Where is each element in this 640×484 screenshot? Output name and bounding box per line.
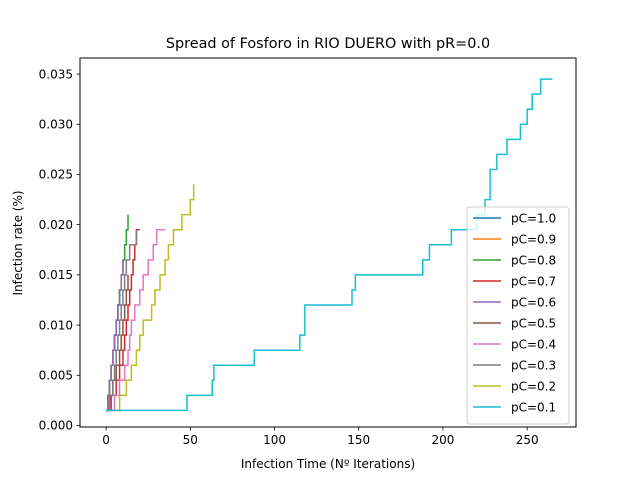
y-tick-label: 0.020 xyxy=(39,218,73,232)
legend-label: pC=0.3 xyxy=(511,358,556,372)
legend: pC=1.0 pC=0.9 pC=0.8 pC=0.7 pC=0.6 pC=0.5 pC=0… xyxy=(466,206,570,425)
series-line-6 xyxy=(106,228,166,412)
y-tick-label: 0.030 xyxy=(39,117,73,131)
x-axis-label: Infection Time (Nº Iterations) xyxy=(241,457,415,471)
legend-label: pC=0.5 xyxy=(511,316,556,330)
legend-label: pC=1.0 xyxy=(511,211,556,225)
legend-box xyxy=(466,206,570,425)
legend-label: pC=0.8 xyxy=(511,253,556,267)
series-line-7 xyxy=(106,229,138,412)
y-tick-label: 0.025 xyxy=(39,168,73,182)
x-tick-label: 100 xyxy=(263,433,286,447)
y-tick-label: 0.035 xyxy=(39,67,73,81)
legend-label: pC=0.7 xyxy=(511,274,556,288)
series-line-9 xyxy=(106,78,553,412)
y-axis-label: Infection rate (%) xyxy=(11,190,25,295)
x-axis: 0 50 100 150 200 250 xyxy=(102,427,539,447)
plot-frame xyxy=(79,57,577,428)
series-layer xyxy=(106,78,553,412)
legend-label: pC=0.6 xyxy=(511,295,556,309)
x-tick-label: 50 xyxy=(183,433,198,447)
x-tick-label: 0 xyxy=(102,433,110,447)
y-tick-label: 0.015 xyxy=(39,268,73,282)
x-tick-label: 150 xyxy=(347,433,370,447)
legend-label: pC=0.1 xyxy=(511,400,556,414)
legend-label: pC=0.9 xyxy=(511,232,556,246)
y-tick-label: 0.005 xyxy=(39,368,73,382)
series-line-8 xyxy=(106,184,195,412)
chart-title: Spread of Fosforo in RIO DUERO with pR=0… xyxy=(166,36,490,52)
y-tick-label: 0.010 xyxy=(39,318,73,332)
x-tick-label: 250 xyxy=(516,433,539,447)
x-tick-label: 200 xyxy=(431,433,454,447)
legend-label: pC=0.2 xyxy=(511,379,556,393)
legend-label: pC=0.4 xyxy=(511,337,556,351)
series-line-4 xyxy=(106,259,124,412)
y-axis: 0.000 0.005 0.010 0.015 0.020 0.025 0.030 0.035 xyxy=(39,67,80,433)
y-tick-label: 0.000 xyxy=(39,419,73,433)
